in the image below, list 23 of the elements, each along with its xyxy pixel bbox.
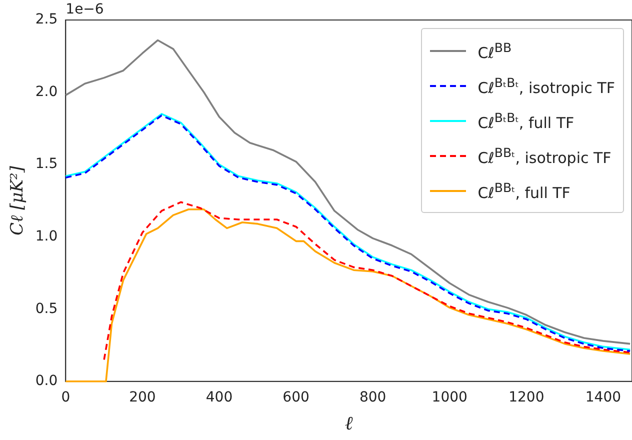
legend-label: Cℓ$^{BBₜ}$, full TF (478, 180, 570, 202)
legend-label: Cℓ$^{BBₜ}$, isotropic TF (478, 144, 612, 166)
y-axis-title: Cℓ [μK²] (8, 166, 28, 236)
legend-label: Cℓ$^{BₜBₜ}$, isotropic TF (478, 74, 615, 96)
y-tick-label: 2.0 (35, 84, 58, 100)
line-series (103, 201, 631, 361)
text: 1e−6 (66, 2, 104, 18)
x-tick-label: 1000 (432, 389, 468, 406)
x-tick-label: 1400 (585, 389, 622, 406)
x-tick-label: 200 (129, 389, 156, 406)
x-tick-label: 1200 (508, 389, 544, 406)
y-tick-label: 2.5 (35, 12, 58, 28)
x-tick-label: 800 (359, 389, 386, 406)
legend-label: Cℓ$^{BₜBₜ}$, full TF (478, 110, 574, 132)
y-tick-label: 0.5 (35, 300, 58, 317)
x-axis-title: ℓ (344, 412, 353, 435)
y-tick-label: 0.0 (35, 373, 58, 390)
x-tick-label: 400 (206, 389, 233, 406)
legend-label: Cℓ$^{BB}$ (478, 40, 512, 62)
y-tick-label: 1.5 (35, 156, 58, 172)
y-tick-label: 1.0 (35, 228, 58, 244)
x-tick-label: 0 (61, 389, 70, 406)
x-tick-label: 600 (282, 389, 310, 406)
